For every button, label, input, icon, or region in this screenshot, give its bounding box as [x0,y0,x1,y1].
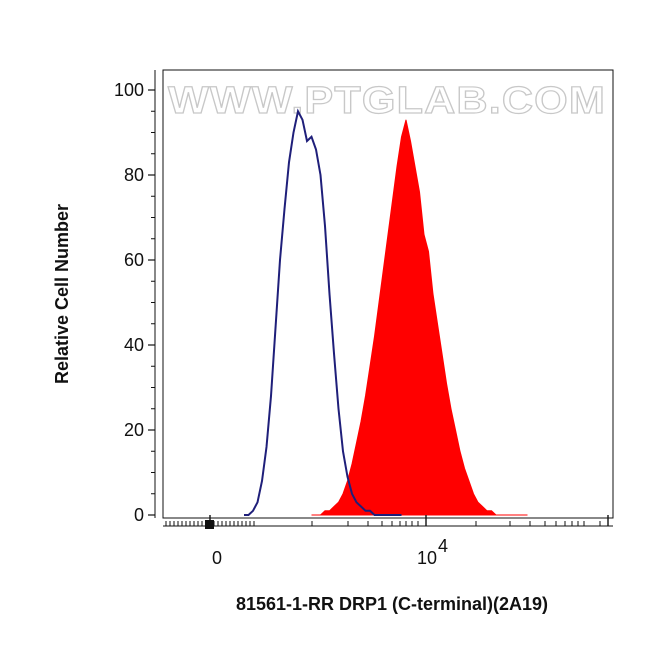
x-tick-label: 10 [417,548,437,568]
y-axis: 0 20 40 60 80 100 [114,70,156,525]
watermark-text: WWW.PTGLAB.COM [168,80,606,122]
plot-frame [162,69,614,519]
y-tick-label: 0 [134,505,144,525]
y-tick-label: 80 [124,165,144,185]
y-tick-label: 40 [124,335,144,355]
x-axis-title: 81561-1-RR DRP1 (C-terminal)(2A19) [236,594,548,614]
x-tick-label-exponent: 4 [438,536,448,556]
x-axis-zero-marker [205,520,214,529]
y-tick-label: 60 [124,250,144,270]
x-axis: 0 104 [163,515,613,568]
y-axis-title: Relative Cell Number [52,204,72,384]
outline-histogram-series [244,108,402,516]
y-tick-label: 100 [114,80,144,100]
x-tick-label: 0 [212,548,222,568]
y-tick-label: 20 [124,420,144,440]
